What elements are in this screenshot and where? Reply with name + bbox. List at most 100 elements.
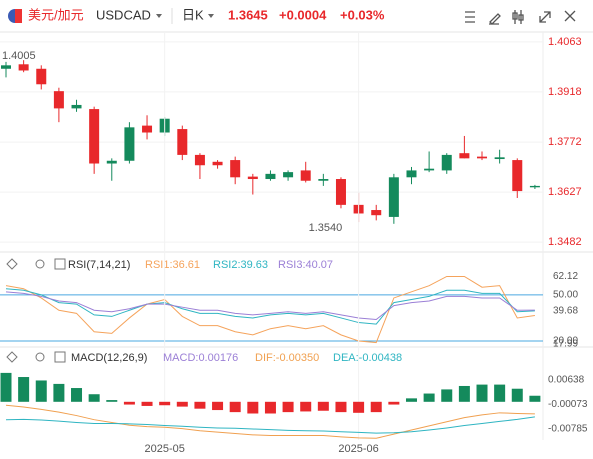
symbol[interactable]: USDCAD xyxy=(96,7,151,22)
fullscreen-icon[interactable] xyxy=(539,11,551,23)
draw-icon[interactable] xyxy=(489,13,501,25)
candle-body xyxy=(459,153,470,159)
pair-name[interactable]: 美元/加元 xyxy=(28,7,84,22)
candle-body xyxy=(71,104,82,109)
candle-body xyxy=(194,154,205,166)
price-annotation: 1.3540 xyxy=(309,222,343,234)
candle-body xyxy=(494,157,505,160)
macd-line xyxy=(5,416,535,434)
macd-bar xyxy=(212,401,224,411)
x-tick-label: 2025-06 xyxy=(338,443,378,455)
macd-bar xyxy=(123,401,135,405)
header: 美元/加元 USDCAD 日K 1.3645 +0.0004 +0.03% xyxy=(8,7,576,25)
candle-body xyxy=(441,154,452,171)
y-tick-label: 0.00638 xyxy=(548,374,585,385)
macd-bar xyxy=(264,401,276,414)
macd-bar xyxy=(88,394,100,402)
macd-bar xyxy=(335,401,347,413)
y-tick-label: 1.3627 xyxy=(548,186,582,198)
settings-icon[interactable] xyxy=(35,352,45,362)
candle-body xyxy=(106,160,117,164)
macd-bar xyxy=(353,401,365,413)
legend-entry: DIF:-0.00350 xyxy=(255,352,319,364)
indicator-icon[interactable] xyxy=(465,11,475,23)
change: +0.0004 xyxy=(279,7,327,22)
macd-line xyxy=(5,404,535,439)
candle-body xyxy=(247,176,258,180)
candle-body xyxy=(388,177,399,217)
y-tick-label: -0.00073 xyxy=(548,399,588,410)
legend-entry: RSI1:36.61 xyxy=(145,259,200,271)
candle-body xyxy=(529,185,540,188)
y-marker-label: 39.68 xyxy=(553,305,578,316)
macd-bar xyxy=(194,401,206,409)
settings-icon[interactable] xyxy=(35,259,45,269)
macd-bar xyxy=(476,384,488,402)
macd-bar xyxy=(317,401,329,411)
dropdown-icon[interactable] xyxy=(156,14,162,18)
candle-body xyxy=(335,179,346,205)
candle-body xyxy=(300,170,311,181)
candle-body xyxy=(177,129,188,155)
y-marker-label: 17.99 xyxy=(553,339,578,350)
candle-body xyxy=(18,64,29,71)
candle-body xyxy=(124,127,135,161)
macd-bar xyxy=(494,384,506,402)
candle-body xyxy=(36,68,47,85)
candle-body xyxy=(1,65,11,69)
toggle-icon[interactable] xyxy=(54,258,66,270)
macd-bar xyxy=(0,372,12,402)
candle-icon[interactable] xyxy=(512,10,524,24)
macd-bar xyxy=(423,393,435,402)
candle-body xyxy=(406,170,417,178)
indicator-title: RSI(7,14,21) xyxy=(68,259,130,271)
price-annotation: 1.4005 xyxy=(2,50,36,62)
close-icon[interactable] xyxy=(564,10,576,22)
y-marker-label: 62.12 xyxy=(553,271,578,282)
rsi-line xyxy=(5,291,535,320)
flag-icon xyxy=(15,9,22,23)
candle-body xyxy=(142,125,153,133)
y-tick-label: 1.3918 xyxy=(548,86,582,98)
price: 1.3645 xyxy=(228,7,268,22)
candle-body xyxy=(477,156,488,159)
rsi-line xyxy=(5,288,535,325)
macd-bar xyxy=(229,401,241,413)
period[interactable]: 日K xyxy=(182,7,204,22)
toggle-icon[interactable] xyxy=(54,351,66,363)
y-tick-label: -0.00785 xyxy=(548,423,588,434)
dropdown-icon[interactable] xyxy=(208,14,214,18)
macd-bar xyxy=(106,400,118,402)
candle-body xyxy=(265,173,276,180)
y-tick-label: 1.3772 xyxy=(548,136,582,148)
macd-bar xyxy=(141,401,153,406)
rsi-line xyxy=(5,275,535,344)
candle-body xyxy=(424,168,435,171)
x-tick-label: 2025-05 xyxy=(144,443,184,455)
change-pct: +0.03% xyxy=(340,7,385,22)
y-tick-label: 1.3482 xyxy=(548,236,582,248)
collapse-icon[interactable] xyxy=(6,351,18,363)
macd-bar xyxy=(511,388,523,402)
y-tick-label: 20.00 xyxy=(553,336,578,347)
candle-body xyxy=(230,160,241,178)
macd-bar xyxy=(529,395,541,402)
macd-bar xyxy=(441,389,453,402)
macd-bar xyxy=(370,401,382,413)
macd-bar xyxy=(35,380,47,402)
legend-entry: RSI2:39.63 xyxy=(213,259,268,271)
macd-bar xyxy=(247,401,259,414)
candle-body xyxy=(512,160,523,192)
collapse-icon[interactable] xyxy=(6,258,18,270)
macd-bar xyxy=(159,401,171,406)
y-tick-label: 1.4063 xyxy=(548,36,582,48)
macd-bar xyxy=(176,401,188,407)
candle-body xyxy=(212,161,223,166)
candle-body xyxy=(89,109,100,164)
macd-bar xyxy=(405,398,417,402)
macd-bar xyxy=(388,401,400,405)
macd-bar xyxy=(18,377,30,402)
legend-entry: RSI3:40.07 xyxy=(278,259,333,271)
